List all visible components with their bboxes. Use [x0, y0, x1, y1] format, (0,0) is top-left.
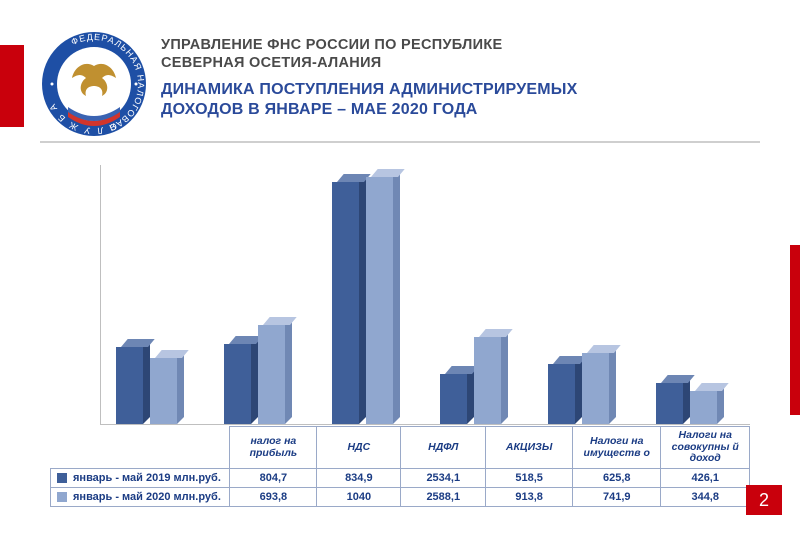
table-cell: 913,8	[486, 488, 573, 507]
revenue-bar-chart	[100, 165, 750, 425]
table-cell: 2588,1	[401, 488, 486, 507]
bar-v2020-2	[366, 169, 393, 424]
table-cell: 625,8	[573, 469, 661, 488]
org-line2: СЕВЕРНАЯ ОСЕТИЯ-АЛАНИЯ	[161, 55, 382, 71]
table-col-header: налог на прибыль	[230, 427, 317, 469]
table-cell: 2534,1	[401, 469, 486, 488]
org-name: УПРАВЛЕНИЕ ФНС РОССИИ ПО РЕСПУБЛИКЕ СЕВЕ…	[161, 36, 758, 72]
bar-v2019-4	[548, 356, 575, 424]
header-divider	[40, 141, 760, 143]
bar-v2020-3	[474, 329, 501, 424]
table-col-header: Налоги на имуществ о	[573, 427, 661, 469]
table-blank-cell	[51, 427, 230, 469]
table-col-header: НДФЛ	[401, 427, 486, 469]
bar-v2020-1	[258, 317, 285, 424]
table-col-header: Налоги на совокупны й доход	[661, 427, 750, 469]
bar-v2019-0	[116, 339, 143, 424]
table-col-header: НДС	[317, 427, 401, 469]
table-cell: 741,9	[573, 488, 661, 507]
page-number: 2	[746, 485, 782, 515]
bar-v2019-3	[440, 366, 467, 424]
table-col-header: АКЦИЗЫ	[486, 427, 573, 469]
table-row-header: январь - май 2019 млн.руб.	[51, 469, 230, 488]
table-row-header: январь - май 2020 млн.руб.	[51, 488, 230, 507]
data-table: налог на прибыльНДСНДФЛАКЦИЗЫНалоги на и…	[50, 426, 750, 507]
table-cell: 834,9	[317, 469, 401, 488]
table-cell: 344,8	[661, 488, 750, 507]
bar-v2020-0	[150, 350, 177, 424]
table-cell: 426,1	[661, 469, 750, 488]
legend-swatch	[57, 492, 67, 502]
right-accent-band	[790, 245, 800, 415]
fns-logo: ФЕДЕРАЛЬНАЯ НАЛОГОВАЯ С Л У Ж Б А	[40, 30, 148, 138]
table-cell: 518,5	[486, 469, 573, 488]
title-line2: ДОХОДОВ В ЯНВАРЕ – МАЕ 2020 ГОДА	[161, 101, 478, 118]
header-block: УПРАВЛЕНИЕ ФНС РОССИИ ПО РЕСПУБЛИКЕ СЕВЕ…	[161, 36, 758, 120]
bar-v2019-2	[332, 174, 359, 424]
table-cell: 804,7	[230, 469, 317, 488]
title-line1: ДИНАМИКА ПОСТУПЛЕНИЯ АДМИНИСТРИРУЕМЫХ	[161, 81, 578, 98]
left-accent-band	[0, 45, 24, 127]
bar-v2019-5	[656, 375, 683, 424]
table-cell: 1040	[317, 488, 401, 507]
org-line1: УПРАВЛЕНИЕ ФНС РОССИИ ПО РЕСПУБЛИКЕ	[161, 37, 502, 53]
bar-v2020-4	[582, 345, 609, 424]
table-cell: 693,8	[230, 488, 317, 507]
bar-v2020-5	[690, 383, 717, 424]
legend-swatch	[57, 473, 67, 483]
slide-title: ДИНАМИКА ПОСТУПЛЕНИЯ АДМИНИСТРИРУЕМЫХ ДО…	[161, 80, 758, 120]
bar-v2019-1	[224, 336, 251, 424]
